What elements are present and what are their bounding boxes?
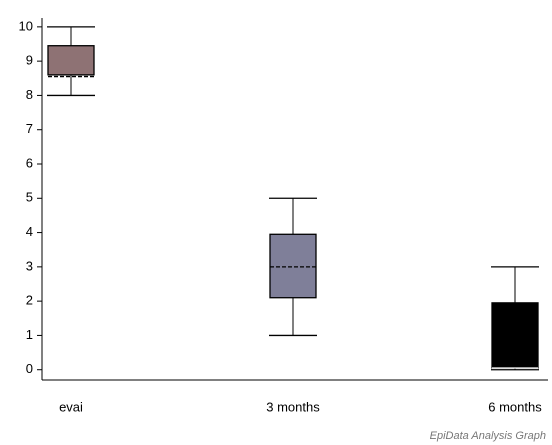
x-tick-label: evai (59, 399, 83, 414)
y-tick-label: 5 (26, 190, 33, 205)
y-tick-label: 1 (26, 327, 33, 342)
box (491, 302, 539, 369)
box (47, 45, 95, 76)
y-tick-label: 0 (26, 361, 33, 376)
y-tick-label: 7 (26, 121, 33, 136)
box (269, 233, 317, 299)
footer: EpiData Analysis Graph (430, 430, 546, 442)
y-tick-label: 8 (26, 87, 33, 102)
y-tick-label: 6 (26, 155, 33, 170)
x-tick-label: 6 months (488, 399, 542, 414)
y-tick-label: 2 (26, 293, 33, 308)
y-tick-label: 10 (19, 18, 33, 33)
y-tick-label: 3 (26, 258, 33, 273)
x-tick-label: 3 months (266, 399, 320, 414)
y-tick-label: 9 (26, 53, 33, 68)
y-tick-label: 4 (26, 224, 33, 239)
